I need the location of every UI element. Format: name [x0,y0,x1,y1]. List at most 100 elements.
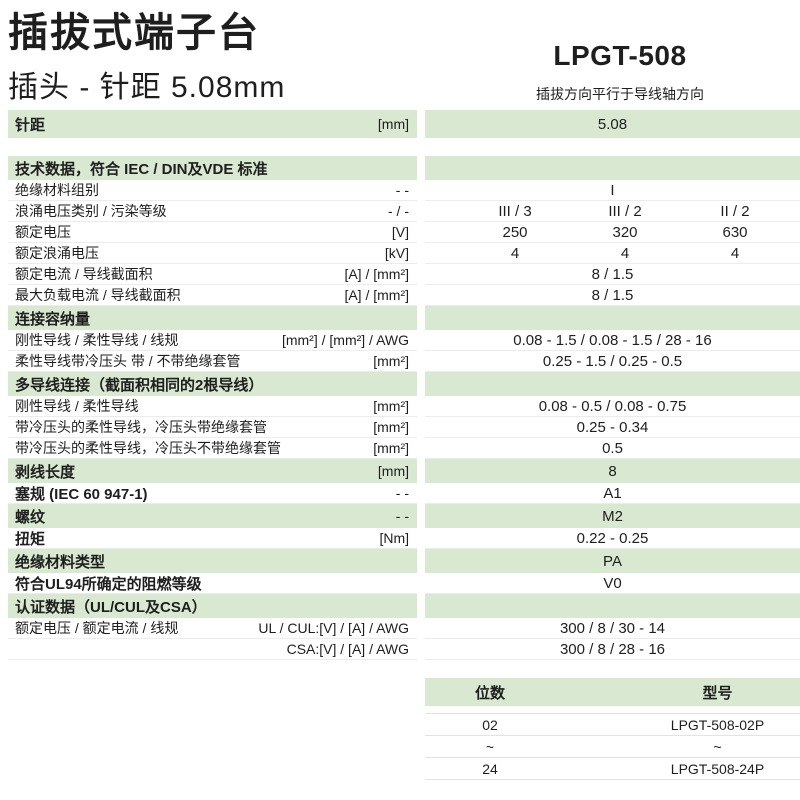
spec-row [8,138,800,156]
spec-value-cell: I [425,180,800,201]
column-gap [417,372,425,396]
spec-value-cell: 8 [425,459,800,483]
spec-label: 绝缘材料类型 [15,553,106,571]
spec-value-cell [425,156,800,180]
column-gap [417,330,425,351]
spec-value-cell: 300 / 8 / 30 - 14 [425,618,800,639]
column-gap [417,351,425,372]
spec-value: 0.25 - 0.34 [576,418,649,436]
spec-label-cell: 额定电压 [V] [8,222,417,243]
spec-value: 8 [608,462,617,480]
spec-value-cell [425,306,800,330]
spec-unit: [mm²] [373,398,409,414]
spec-value: PA [603,552,622,570]
spec-value: A1 [603,484,622,502]
spec-value-cell: 0.08 - 1.5 / 0.08 - 1.5 / 28 - 16 [425,330,800,351]
spec-table: 针距 [mm] 5.08 技术数据，符合 IEC / DIN及VDE 标准 绝缘材料组别… [8,110,800,660]
spec-row: 浪涌电压类别 / 污染等级 - / - III / 3 III / 2 II / 2 [8,201,800,222]
spec-label-cell: 多导线连接（截面积相同的2根导线） [8,372,417,396]
column-gap [417,156,425,180]
spec-label-cell: 额定电压 / 额定电流 / 线规 UL / CUL:[V] / [A] / AWG [8,618,417,639]
spec-unit: UL / CUL:[V] / [A] / AWG [258,620,409,636]
spec-label: 多导线连接（截面积相同的2根导线） [15,376,264,394]
spec-value-cell: 300 / 8 / 28 - 16 [425,639,800,660]
spec-label: 螺纹 [15,508,46,526]
spec-label: 连接容纳量 [15,310,91,328]
spec-value: 320 [612,223,638,241]
spec-label-cell: 塞规 (IEC 60 947-1) - - [8,483,417,504]
spec-label: 额定电流 / 导线截面积 [15,266,153,282]
column-gap [417,243,425,264]
spec-value-cell: III / 3 III / 2 II / 2 [425,201,800,222]
spec-label: 塞规 (IEC 60 947-1) [15,485,148,503]
spec-label-cell: 最大负载电流 / 导线截面积 [A] / [mm²] [8,285,417,306]
spec-value: 8 / 1.5 [591,286,634,304]
spec-label: 带冷压头的柔性导线，冷压头带绝缘套管 [15,419,267,435]
spec-label-cell: 刚性导线 / 柔性导线 / 线规 [mm²] / [mm²] / AWG [8,330,417,351]
spec-label: 刚性导线 / 柔性导线 [15,398,139,414]
spec-label-cell: 剥线长度 [mm] [8,459,417,483]
spec-value: II / 2 [720,202,750,220]
spec-value: 0.5 [602,439,623,457]
spec-row: 技术数据，符合 IEC / DIN及VDE 标准 [8,156,800,180]
column-gap [417,483,425,504]
spec-row: 额定电流 / 导线截面积 [A] / [mm²] 8 / 1.5 [8,264,800,285]
order-cell-positions: 24 [482,760,498,777]
spec-value: 0.08 - 1.5 / 0.08 - 1.5 / 28 - 16 [513,331,712,349]
column-gap [417,285,425,306]
spec-value: V0 [603,574,622,592]
spec-value: 250 [502,223,528,241]
spec-value: 0.22 - 0.25 [576,529,649,547]
spec-value: M2 [602,507,623,525]
spec-value-cell: V0 [425,573,800,594]
spec-row: 符合UL94所确定的阻燃等级 V0 [8,573,800,594]
spec-label: 带冷压头的柔性导线，冷压头不带绝缘套管 [15,440,281,456]
spec-label-cell: 技术数据，符合 IEC / DIN及VDE 标准 [8,156,417,180]
spec-label: 针距 [15,116,46,134]
spec-label-cell: 扭矩 [Nm] [8,528,417,549]
spec-value-cell: PA [425,549,800,573]
spec-label-cell: 额定浪涌电压 [kV] [8,243,417,264]
page-title: 插拔式端子台 [8,11,260,55]
column-gap [417,504,425,528]
spec-label-cell: 针距 [mm] [8,110,417,138]
spec-label: 柔性导线带冷压头 带 / 不带绝缘套管 [15,353,241,369]
spec-label-cell: 符合UL94所确定的阻燃等级 [8,573,417,594]
spec-label: 剥线长度 [15,463,76,481]
spec-unit: [V] [391,224,409,240]
spec-value-cell: 8 / 1.5 [425,264,800,285]
spec-value-cell [425,372,800,396]
spec-row: 最大负载电流 / 导线截面积 [A] / [mm²] 8 / 1.5 [8,285,800,306]
spec-unit: [A] / [mm²] [344,266,409,282]
spec-label: 额定电压 / 额定电流 / 线规 [15,620,179,636]
spec-label-cell: 额定电流 / 导线截面积 [A] / [mm²] [8,264,417,285]
column-gap [417,222,425,243]
order-table: 位数 型号 02 LPGT-508-02P ~ ~24 LPGT-508-24P [425,678,800,780]
spec-label-cell: CSA:[V] / [A] / AWG [8,639,417,660]
spec-value-cell: 0.22 - 0.25 [425,528,800,549]
spec-row: 柔性导线带冷压头 带 / 不带绝缘套管 [mm²] 0.25 - 1.5 / 0.2… [8,351,800,372]
spec-label-cell: 绝缘材料类型 [8,549,417,573]
spec-row: CSA:[V] / [A] / AWG 300 / 8 / 28 - 16 [8,639,800,660]
spec-value-cell: M2 [425,504,800,528]
page-subtitle: 插头 - 针距 5.08mm [8,71,286,104]
column-gap [417,573,425,594]
column-gap [417,549,425,573]
spec-value: 4 [620,244,630,262]
spec-unit: [A] / [mm²] [344,287,409,303]
order-row: 24 LPGT-508-24P [425,758,800,780]
column-gap [417,110,425,138]
spec-unit: - - [395,182,409,198]
spec-value-cell: 0.25 - 1.5 / 0.25 - 0.5 [425,351,800,372]
spec-label-cell: 带冷压头的柔性导线，冷压头不带绝缘套管 [mm²] [8,438,417,459]
column-gap [417,201,425,222]
spec-label: 额定电压 [15,224,71,240]
column-gap [417,180,425,201]
spec-value-cell: 4 4 4 [425,243,800,264]
spec-unit: [mm²] [373,440,409,456]
order-row: 02 LPGT-508-02P [425,713,800,736]
column-gap [417,306,425,330]
spec-row: 绝缘材料组别 - - I [8,180,800,201]
spec-value: III / 3 [498,202,532,220]
spec-label: 浪涌电压类别 / 污染等级 [15,203,167,219]
